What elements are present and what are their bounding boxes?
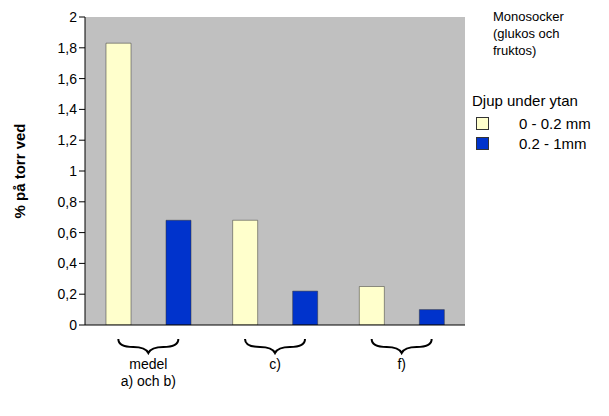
svg-text:0,4: 0,4 [58, 255, 78, 271]
svg-text:1,2: 1,2 [58, 132, 78, 148]
html-text:Monosocker (glukos och fruktos: Monosocker (glukos och fruktos) [493, 9, 564, 58]
svg-text:1: 1 [69, 163, 77, 179]
svg-text:0,6: 0,6 [58, 225, 78, 241]
svg-text:1,6: 1,6 [58, 71, 78, 87]
svg-text:medel: medel [129, 356, 167, 372]
svg-text:f): f) [397, 356, 406, 372]
svg-text:1,4: 1,4 [58, 101, 78, 117]
svg-text:a) och b): a) och b) [121, 373, 176, 389]
html-text:0 - 0.2 mm: 0 - 0.2 mm [519, 114, 591, 132]
svg-text:1,8: 1,8 [58, 40, 78, 56]
svg-text:2: 2 [69, 9, 77, 25]
svg-text:0: 0 [69, 317, 77, 333]
svg-text:0,2: 0,2 [58, 286, 78, 302]
html-text:Djup under ytan: Djup under ytan [472, 92, 578, 109]
svg-text:c): c) [269, 356, 281, 372]
svg-text:% på torr ved: % på torr ved [11, 123, 28, 218]
svg-text:0,8: 0,8 [58, 194, 78, 210]
html-text:0.2 - 1mm: 0.2 - 1mm [519, 134, 587, 152]
